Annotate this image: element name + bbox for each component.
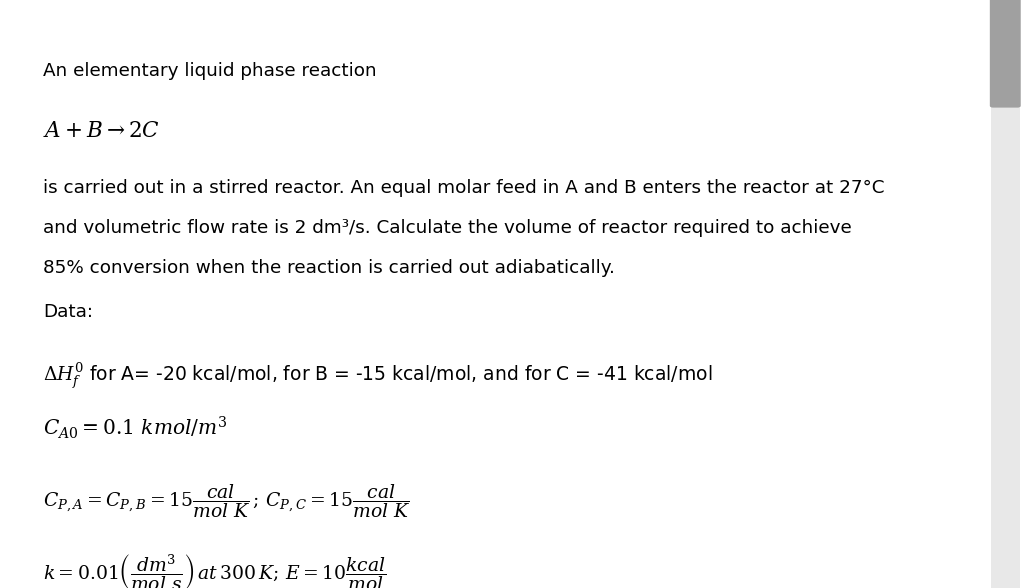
Text: 85% conversion when the reaction is carried out adiabatically.: 85% conversion when the reaction is carr… (43, 259, 615, 278)
Text: $\Delta H_f^0$ for A= -20 kcal/mol, for B = -15 kcal/mol, and for C = -41 kcal/m: $\Delta H_f^0$ for A= -20 kcal/mol, for … (43, 362, 713, 391)
Text: $C_{P,A} = C_{P,B} = 15\dfrac{cal}{mol\ K}\,;\,C_{P,C} = 15\dfrac{cal}{mol\ K}$: $C_{P,A} = C_{P,B} = 15\dfrac{cal}{mol\ … (43, 482, 411, 520)
Text: is carried out in a stirred reactor. An equal molar feed in A and B enters the r: is carried out in a stirred reactor. An … (43, 179, 885, 198)
Text: An elementary liquid phase reaction: An elementary liquid phase reaction (43, 62, 377, 80)
Text: $A + B \rightarrow 2C$: $A + B \rightarrow 2C$ (43, 121, 161, 141)
FancyBboxPatch shape (991, 0, 1020, 588)
Text: and volumetric flow rate is 2 dm³/s. Calculate the volume of reactor required to: and volumetric flow rate is 2 dm³/s. Cal… (43, 219, 852, 238)
FancyBboxPatch shape (990, 0, 1021, 108)
Text: Data:: Data: (43, 303, 94, 321)
Text: $k = 0.01\left(\dfrac{dm^3}{mol\ s}\right)\,at\,300\,K;\,E = 10\dfrac{kcal}{mol}: $k = 0.01\left(\dfrac{dm^3}{mol\ s}\righ… (43, 553, 386, 588)
Text: $C_{A0} = 0.1\ kmol/m^3$: $C_{A0} = 0.1\ kmol/m^3$ (43, 415, 228, 441)
